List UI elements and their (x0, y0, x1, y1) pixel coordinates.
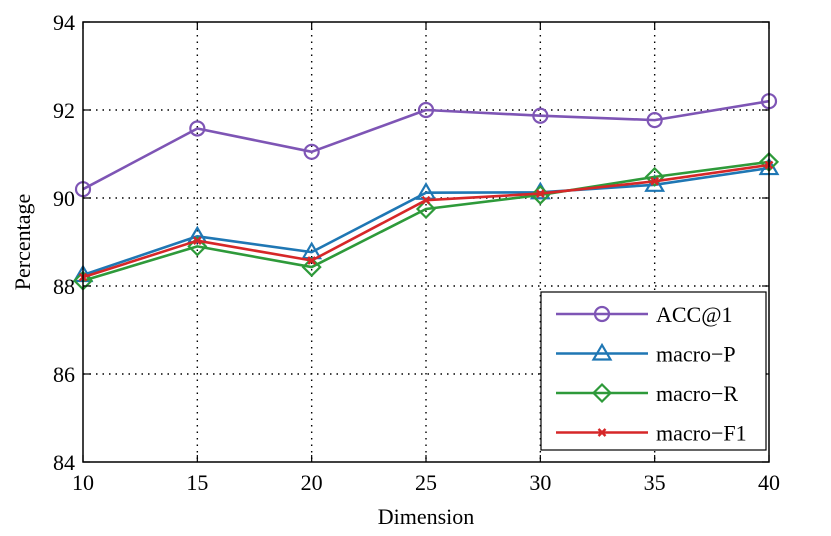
data-point (650, 176, 660, 186)
data-point (189, 120, 206, 137)
data-point (644, 166, 665, 187)
data-point (301, 257, 322, 278)
series-3 (72, 151, 780, 291)
ticks: 10 15 20 25 30 35 40 84 86 88 90 92 94 (53, 10, 780, 495)
data-point (417, 101, 435, 119)
y-tick-label: 86 (53, 362, 75, 387)
x-tick-label: 40 (758, 470, 780, 495)
data-point (535, 189, 545, 198)
data-point (644, 174, 666, 192)
x-tick-label: 35 (644, 470, 666, 495)
x-tick-label: 10 (72, 470, 94, 495)
series-line (82, 160, 770, 282)
legend-item: ACC@1 (556, 302, 733, 327)
y-tick-label: 90 (53, 186, 75, 211)
x-tick-label: 30 (529, 470, 551, 495)
x-tick-label: 15 (186, 470, 208, 495)
legend-swatch-marker (591, 342, 613, 361)
y-tick-label: 92 (53, 98, 75, 123)
data-point (303, 143, 320, 160)
y-tick-label: 84 (53, 450, 75, 475)
data-point (415, 198, 437, 220)
data-point (421, 195, 431, 205)
legend-item: macro−P (556, 342, 736, 367)
legend-swatch-marker (591, 382, 613, 404)
series-line (82, 99, 770, 191)
y-axis-title: Percentage (10, 194, 35, 291)
data-point (307, 256, 317, 265)
data-point (192, 236, 202, 246)
legend-label: macro−F1 (656, 421, 747, 446)
legend-label: ACC@1 (656, 302, 733, 327)
x-tick-label: 25 (415, 470, 437, 495)
x-axis-title: Dimension (378, 504, 475, 529)
x-tick-label: 20 (301, 470, 323, 495)
legend-swatch-marker (597, 428, 607, 437)
y-tick-label: 94 (53, 10, 75, 35)
legend-item: macro−F1 (556, 421, 747, 446)
legend-label: macro−P (656, 342, 736, 367)
y-tick-label: 88 (53, 274, 75, 299)
legend: ACC@1 macro−P macro−R macro−F1 (540, 291, 767, 451)
data-point (532, 107, 549, 124)
legend-item: macro−R (556, 381, 738, 406)
legend-swatch-marker (593, 305, 611, 323)
legend-label: macro−R (656, 381, 738, 406)
legend-box (540, 291, 767, 451)
data-point (646, 112, 663, 129)
series-lines (72, 93, 780, 291)
